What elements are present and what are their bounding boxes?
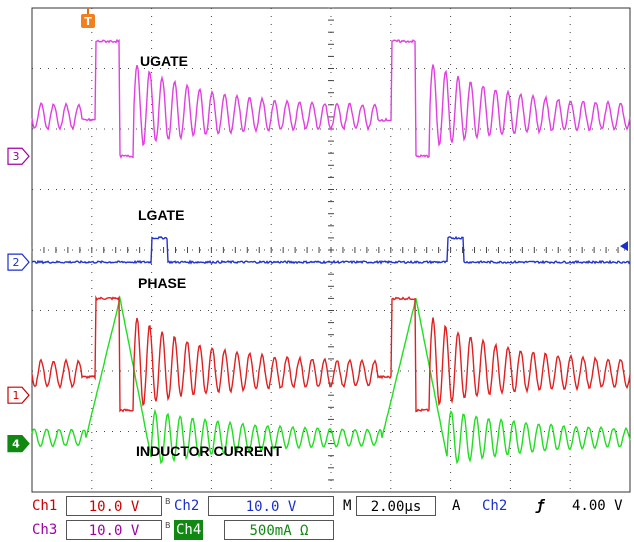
lgate-trace <box>31 235 631 265</box>
ground-marker-text-3: 3 <box>13 150 20 163</box>
timebase-scale: 2.00µs <box>356 496 436 516</box>
ch1-scale: 10.0 V <box>66 496 162 516</box>
bw-limit-mark-ch2: B <box>165 497 171 506</box>
ground-marker-2 <box>7 253 30 271</box>
inductor-current-trace <box>31 295 631 465</box>
ugate-trace <box>31 38 631 159</box>
ch2-label: Ch2 <box>174 498 200 514</box>
ground-markers: 3 2 1 4 <box>7 147 628 453</box>
ground-marker-text-2: 2 <box>13 256 20 269</box>
traces <box>31 38 631 465</box>
label-phase: PHASE <box>138 275 186 291</box>
ch4-scale: 500mA Ω <box>224 520 334 540</box>
ch3-label: Ch3 <box>32 522 58 538</box>
timebase-label: M <box>343 498 352 514</box>
trigger-source: Ch2 <box>482 498 508 514</box>
status-bar: Ch1 10.0 V B Ch2 10.0 V M 2.00µs A Ch2 ƒ… <box>0 494 634 542</box>
ch3-scale: 10.0 V <box>66 520 162 540</box>
trace-labels: UGATE LGATE PHASE INDUCTOR CURRENT <box>136 53 282 459</box>
ground-marker-3 <box>7 147 30 165</box>
label-ugate: UGATE <box>140 53 188 69</box>
status-row-1: Ch1 10.0 V B Ch2 10.0 V M 2.00µs A Ch2 ƒ… <box>0 494 634 518</box>
trigger-mode: A <box>452 498 461 514</box>
ch1-label: Ch1 <box>32 498 58 514</box>
trigger-marker-text: T <box>84 15 92 28</box>
oscilloscope-display: 3 2 1 4 UGATE LGATE PHASE INDUCTOR CURRENT T <box>7 7 631 493</box>
ground-marker-1 <box>7 386 30 404</box>
ch4-label: Ch4 <box>174 520 204 540</box>
ground-marker-4 <box>7 435 30 453</box>
label-inductor-current: INDUCTOR CURRENT <box>136 443 282 459</box>
trigger-marker-icon <box>81 14 95 28</box>
trigger-slope-icon: ƒ <box>536 498 545 514</box>
ground-marker-text-1: 1 <box>13 389 20 402</box>
trigger-level: 4.00 V <box>572 498 623 514</box>
phase-trace <box>31 295 631 413</box>
label-lgate: LGATE <box>138 207 184 223</box>
bw-limit-mark-ch4: B <box>165 521 171 530</box>
status-row-2: Ch3 10.0 V B Ch4 500mA Ω <box>0 518 634 542</box>
ch2-scale: 10.0 V <box>208 496 334 516</box>
trigger-level-arrow-icon <box>620 241 628 252</box>
ground-marker-text-4: 4 <box>12 438 20 451</box>
trigger-marker: T <box>81 8 95 28</box>
